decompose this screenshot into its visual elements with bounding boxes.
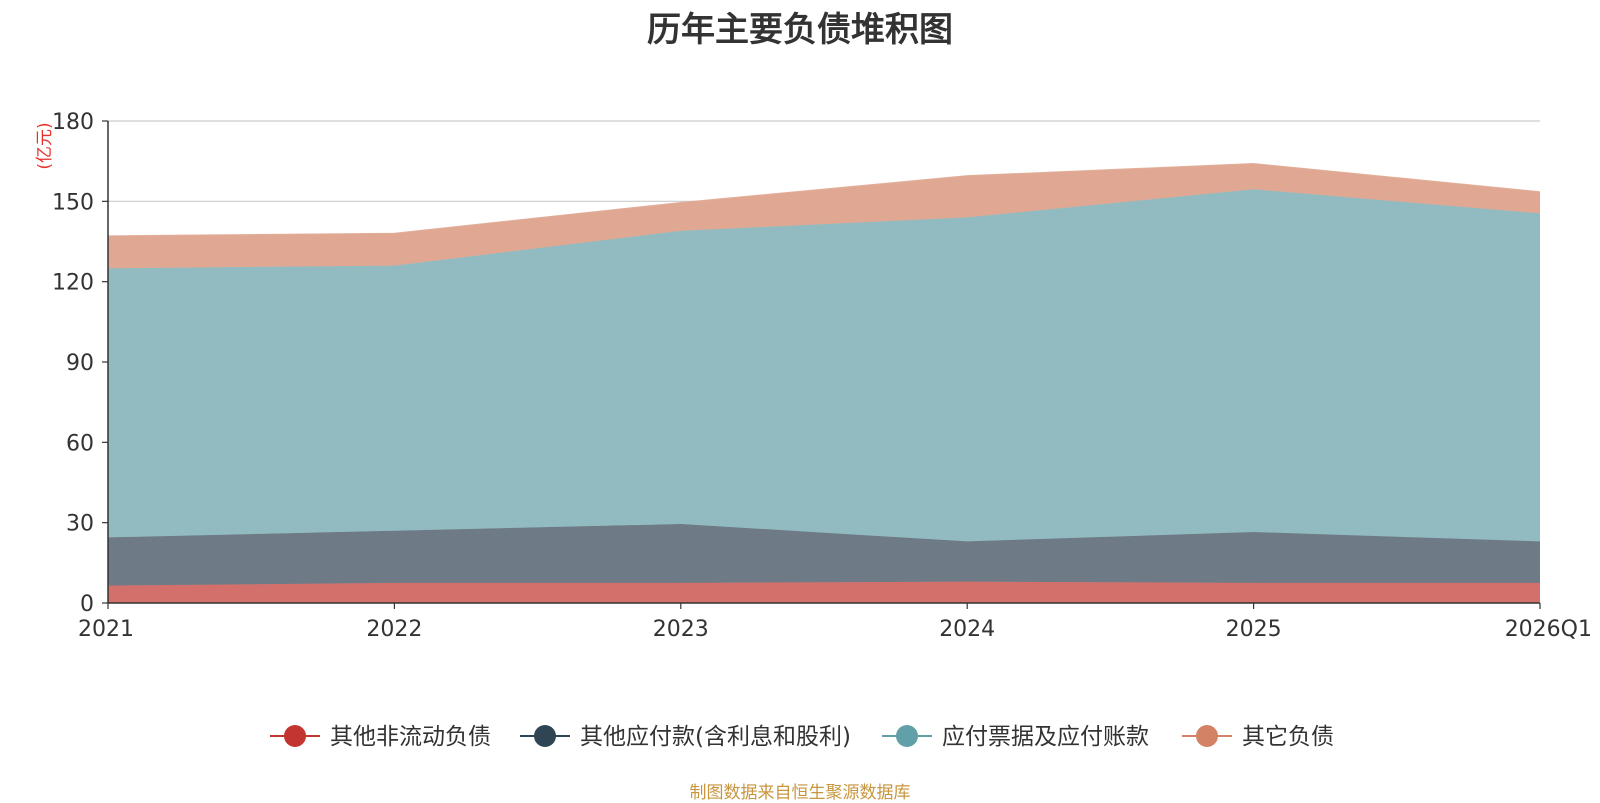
y-tick-label: 0 [80, 592, 94, 617]
series-line-4 [107, 163, 1541, 237]
legend-label: 应付票据及应付账款 [942, 724, 1149, 750]
legend-item-2[interactable]: 其他应付款(含利息和股利) [520, 724, 851, 750]
y-tick-label: 60 [66, 431, 94, 456]
y-tick-label: 30 [66, 512, 94, 537]
legend-item-1[interactable]: 其他非流动负债 [270, 724, 491, 750]
legend: 其他非流动负债 其他应付款(含利息和股利) 应付票据及应付账款 其它负债 [270, 724, 1334, 750]
y-tick-label: 90 [66, 351, 94, 376]
series-areas [107, 163, 1541, 603]
legend-label: 其他应付款(含利息和股利) [580, 724, 851, 750]
legend-item-4[interactable]: 其它负债 [1182, 724, 1334, 750]
y-tick-label: 120 [52, 271, 94, 296]
source-note: 制图数据来自恒生聚源数据库 [689, 783, 911, 803]
x-tick-label: 2021 [78, 617, 134, 642]
y-tick-label: 150 [52, 190, 94, 215]
chart-title: 历年主要负债堆积图 [647, 10, 953, 50]
x-tick-label: 2024 [939, 617, 995, 642]
x-tick-label: 2022 [366, 617, 422, 642]
y-axis-unit-label: (亿元) [35, 122, 55, 169]
area-series-1 [108, 581, 1540, 603]
legend-marker-icon [1196, 725, 1218, 747]
legend-label: 其他非流动负债 [330, 724, 491, 750]
y-tick-label: 180 [52, 110, 94, 135]
area-series-2 [108, 524, 1540, 586]
x-tick-label: 2026Q1 [1505, 617, 1592, 642]
axes: 0 30 60 90 120 150 180 2021 2022 2023 2024 2025 2026… [52, 110, 1592, 642]
x-tick-label: 2023 [653, 617, 709, 642]
legend-marker-icon [284, 725, 306, 747]
legend-marker-icon [534, 725, 556, 747]
area-series-3 [108, 189, 1540, 542]
legend-label: 其它负债 [1242, 724, 1334, 750]
area-series-4 [108, 163, 1540, 269]
x-tick-label: 2025 [1226, 617, 1282, 642]
legend-marker-icon [896, 725, 918, 747]
legend-item-3[interactable]: 应付票据及应付账款 [882, 724, 1149, 750]
